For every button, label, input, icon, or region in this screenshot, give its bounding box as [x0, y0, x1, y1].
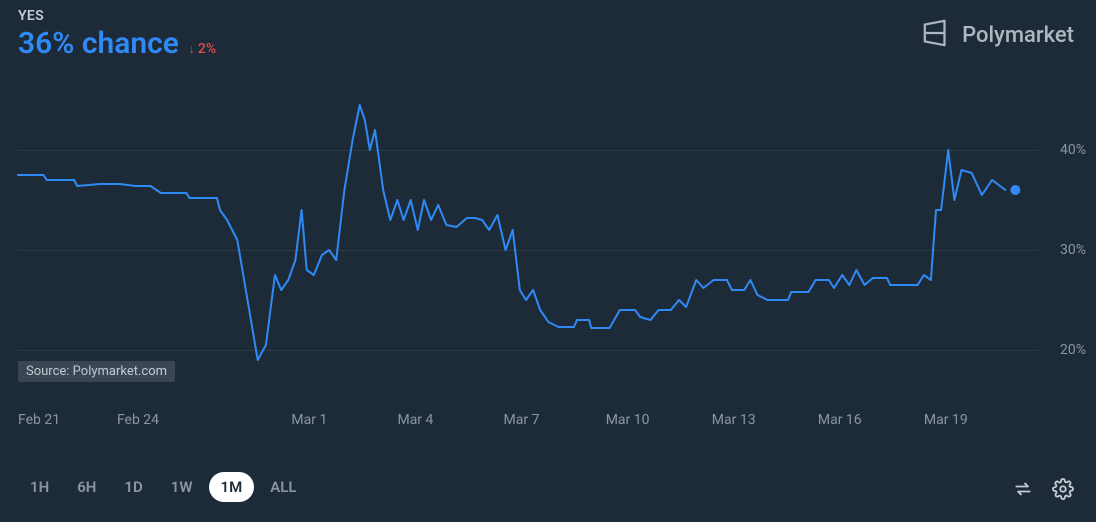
- delta-badge: ↓ 2%: [189, 41, 216, 57]
- x-axis-label: Mar 10: [606, 412, 650, 428]
- delta-value: 2%: [198, 41, 216, 57]
- chance-row: 36% chance ↓ 2%: [18, 26, 216, 61]
- range-option-1d[interactable]: 1D: [112, 472, 154, 502]
- price-chart[interactable]: 20%30%40% Source: Polymarket.com: [18, 100, 1038, 400]
- endpoint-marker: [1010, 185, 1020, 195]
- x-axis-label: Feb 24: [117, 412, 159, 428]
- brand-mark: Polymarket: [922, 18, 1074, 52]
- swap-icon[interactable]: [1012, 478, 1034, 500]
- range-option-6h[interactable]: 6H: [65, 472, 108, 502]
- range-selector: 1H6H1D1W1MALL: [18, 472, 308, 502]
- y-axis-label: 40%: [1060, 142, 1086, 158]
- x-axis-label: Feb 21: [18, 412, 60, 428]
- x-axis-label: Mar 4: [397, 412, 433, 428]
- x-axis-label: Mar 13: [712, 412, 756, 428]
- range-option-1m[interactable]: 1M: [209, 472, 255, 502]
- range-option-all[interactable]: ALL: [258, 472, 308, 502]
- brand-name: Polymarket: [962, 23, 1074, 48]
- x-axis-label: Mar 19: [924, 412, 968, 428]
- source-badge: Source: Polymarket.com: [18, 361, 175, 382]
- chart-header: YES 36% chance ↓ 2%: [18, 8, 216, 61]
- polymarket-logo-icon: [922, 18, 952, 52]
- range-option-1h[interactable]: 1H: [18, 472, 61, 502]
- chance-value: 36% chance: [18, 26, 179, 61]
- x-axis: Feb 21 Feb 24 Mar 1 Mar 4 Mar 7 Mar 10 Mar 13 M…: [18, 412, 1038, 436]
- y-axis-label: 20%: [1060, 342, 1086, 358]
- arrow-down-icon: ↓: [189, 42, 195, 56]
- price-line: [18, 105, 1005, 360]
- gear-icon[interactable]: [1052, 478, 1074, 500]
- x-axis-label: Mar 1: [291, 412, 327, 428]
- x-axis-label: Mar 16: [818, 412, 862, 428]
- range-option-1w[interactable]: 1W: [159, 472, 205, 502]
- y-axis-label: 30%: [1060, 242, 1086, 258]
- x-axis-label: Mar 7: [504, 412, 540, 428]
- outcome-label: YES: [18, 8, 216, 24]
- chart-footer-icons: [1012, 478, 1074, 500]
